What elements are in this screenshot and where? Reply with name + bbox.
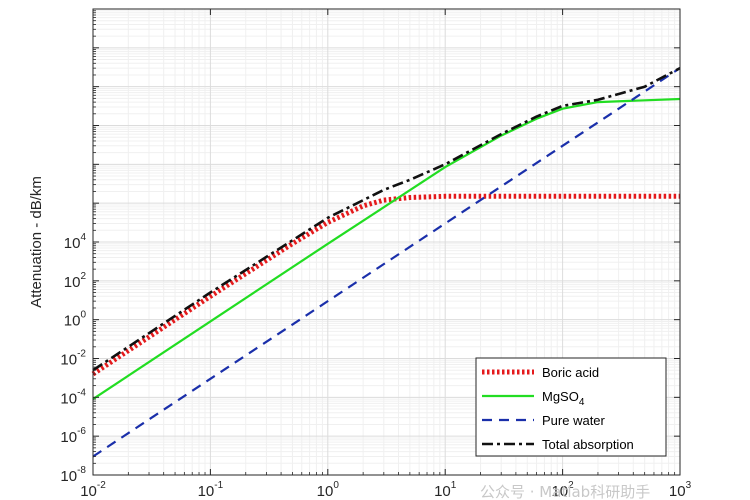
series-layer (91, 66, 681, 458)
x-tick-label: 100 (317, 480, 340, 500)
series-line-pure-water (92, 67, 681, 458)
series-line-boric-acid (91, 193, 680, 377)
y-axis-title: Attenuation - dB/km (28, 176, 45, 308)
y-tick-label: 10-4 (60, 387, 86, 407)
ticks (92, 8, 681, 476)
legend-label: Boric acid (542, 365, 599, 380)
y-tick-label: 104 (64, 232, 87, 252)
y-tick-label: 102 (64, 271, 87, 291)
watermark-text: 公众号 · Matlab科研助手 (480, 483, 650, 500)
legend-label: MgSO4 (542, 389, 585, 408)
x-tick-label: 10-1 (198, 480, 224, 500)
x-tick-label: 10-2 (80, 480, 106, 500)
y-tick-labels: 10-8 10-6 10-4 10-2 100 102 104 (60, 232, 86, 485)
x-tick-label: 101 (434, 480, 457, 500)
y-tick-label: 100 (64, 310, 87, 330)
x-tick-label: 103 (669, 480, 692, 500)
series-line-mgso (92, 97, 681, 401)
x-tick-label: 102 (551, 480, 574, 500)
y-tick-label: 10-8 (60, 465, 86, 485)
series-line-total-absorption (92, 66, 681, 372)
legend-label: Total absorption (542, 437, 634, 452)
y-tick-label: 10-2 (60, 349, 86, 369)
major-grid (93, 9, 680, 475)
y-tick-label: 10-6 (60, 426, 86, 446)
legend-label: Pure water (542, 413, 606, 428)
x-tick-labels: 10-2 10-1 100 101 102 103 (80, 480, 691, 500)
legend: Boric acid MgSO4 Pure water Total absorptio… (475, 357, 667, 457)
